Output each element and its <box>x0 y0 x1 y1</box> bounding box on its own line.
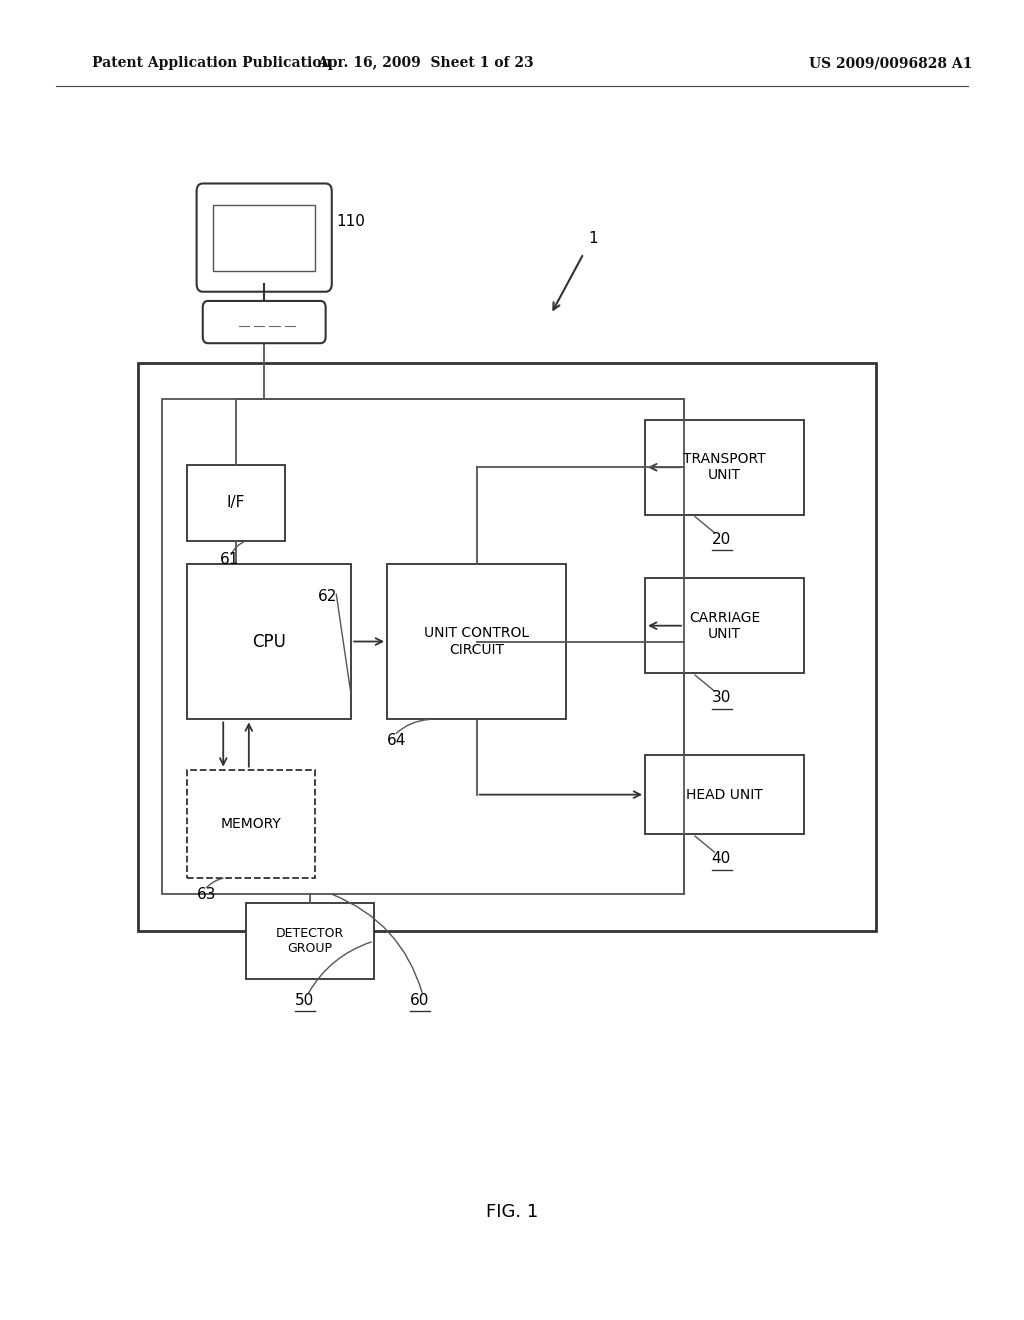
FancyBboxPatch shape <box>197 183 332 292</box>
Text: 64: 64 <box>387 733 407 747</box>
Text: 62: 62 <box>317 589 337 603</box>
Text: CPU: CPU <box>252 632 287 651</box>
Bar <box>187 465 285 541</box>
Bar <box>645 755 804 834</box>
Bar <box>187 770 315 878</box>
Bar <box>213 205 315 271</box>
Text: UNIT CONTROL
CIRCUIT: UNIT CONTROL CIRCUIT <box>424 627 529 656</box>
Bar <box>138 363 876 931</box>
Text: 50: 50 <box>295 993 314 1007</box>
Bar <box>162 399 684 894</box>
Text: Apr. 16, 2009  Sheet 1 of 23: Apr. 16, 2009 Sheet 1 of 23 <box>316 57 534 70</box>
Bar <box>645 578 804 673</box>
FancyBboxPatch shape <box>203 301 326 343</box>
Text: HEAD UNIT: HEAD UNIT <box>686 788 763 801</box>
Text: 30: 30 <box>712 690 731 705</box>
Text: I/F: I/F <box>227 495 245 511</box>
Bar <box>187 564 351 719</box>
Text: 61: 61 <box>220 552 240 566</box>
Bar <box>246 903 374 979</box>
Text: Patent Application Publication: Patent Application Publication <box>92 57 332 70</box>
Text: 40: 40 <box>712 851 731 866</box>
Text: FIG. 1: FIG. 1 <box>485 1203 539 1221</box>
Text: 60: 60 <box>410 993 429 1007</box>
Text: 20: 20 <box>712 532 731 546</box>
Text: 1: 1 <box>589 231 598 246</box>
Text: CARRIAGE
UNIT: CARRIAGE UNIT <box>689 611 760 640</box>
Text: DETECTOR
GROUP: DETECTOR GROUP <box>275 927 344 956</box>
Text: 63: 63 <box>197 887 216 902</box>
Text: US 2009/0096828 A1: US 2009/0096828 A1 <box>809 57 973 70</box>
Text: 110: 110 <box>336 214 365 230</box>
Bar <box>645 420 804 515</box>
Bar <box>387 564 566 719</box>
Text: TRANSPORT
UNIT: TRANSPORT UNIT <box>683 453 766 482</box>
Text: MEMORY: MEMORY <box>221 817 282 830</box>
